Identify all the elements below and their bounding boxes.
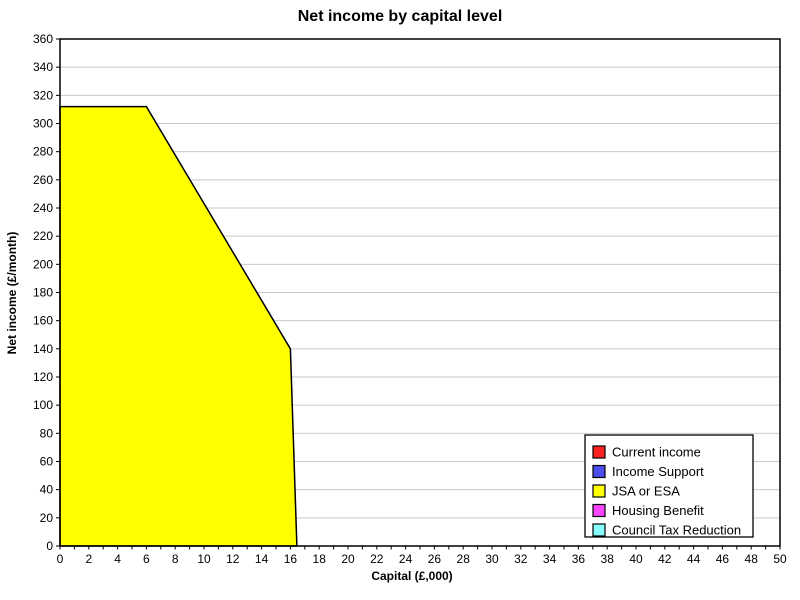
legend-swatch-current-income: [592, 445, 606, 459]
x-tick-label: 2: [85, 552, 92, 566]
x-tick-label: 20: [341, 552, 355, 566]
y-axis: 0 20 40 60 80 100 120 140 160 180 200 220 240 260 280 3…: [33, 32, 60, 553]
y-tick-label: 360: [33, 32, 53, 46]
x-tick-label: 42: [658, 552, 672, 566]
x-tick-label: 26: [428, 552, 442, 566]
series-areas: [59, 105, 298, 547]
legend-swatch-council-tax-reduction: [592, 523, 606, 537]
x-tick-label: 12: [226, 552, 240, 566]
legend-label-council-tax-reduction: Council Tax Reduction: [612, 523, 741, 538]
x-tick-label: 30: [485, 552, 499, 566]
x-tick-label: 48: [745, 552, 759, 566]
legend: Current income Income Support JSA or ESA Ho…: [584, 434, 754, 538]
y-tick-label: 160: [33, 314, 53, 328]
x-tick-label: 0: [57, 552, 64, 566]
y-tick-label: 280: [33, 145, 53, 159]
y-tick-label: 240: [33, 201, 53, 215]
x-tick-label: 18: [313, 552, 327, 566]
legend-box: [584, 434, 754, 538]
x-tick-label: 24: [399, 552, 413, 566]
y-tick-label: 60: [40, 455, 54, 469]
x-tick-label: 14: [255, 552, 269, 566]
x-tick-label: 8: [172, 552, 179, 566]
y-tick-label: 80: [40, 426, 54, 440]
x-tick-label: 46: [716, 552, 730, 566]
y-tick-label: 140: [33, 342, 53, 356]
legend-label-current-income: Current income: [612, 445, 701, 460]
x-tick-label: 10: [197, 552, 211, 566]
x-tick-label: 32: [514, 552, 528, 566]
y-tick-label: 200: [33, 257, 53, 271]
y-tick-label: 120: [33, 370, 53, 384]
x-tick-label: 40: [629, 552, 643, 566]
y-tick-label: 20: [40, 511, 54, 525]
x-tick-label: 38: [601, 552, 615, 566]
x-axis-title: Capital (£,000): [371, 569, 452, 583]
x-tick-label: 50: [773, 552, 787, 566]
chart-title: Net income by capital level: [298, 8, 503, 25]
y-tick-label: 100: [33, 398, 53, 412]
y-tick-label: 180: [33, 286, 53, 300]
x-tick-label: 36: [572, 552, 586, 566]
y-tick-label: 340: [33, 60, 53, 74]
y-axis-title: Net income (£/month): [5, 232, 19, 355]
legend-swatch-jsa-or-esa: [592, 484, 606, 498]
y-tick-label: 320: [33, 88, 53, 102]
x-tick-label: 28: [457, 552, 471, 566]
area-jsa-or-esa: [59, 105, 298, 547]
legend-label-jsa-or-esa: JSA or ESA: [612, 484, 680, 499]
legend-swatch-income-support: [592, 464, 606, 479]
x-tick-label: 4: [114, 552, 121, 566]
x-tick-label: 6: [143, 552, 150, 566]
legend-swatch-housing-benefit: [592, 503, 606, 518]
x-axis: 0 2 4 6 8 10 12 14 16 18 20 22 24 26 28 30 32 34 36 38 40 42 4…: [57, 546, 787, 566]
y-tick-label: 40: [40, 483, 54, 497]
legend-label-housing-benefit: Housing Benefit: [612, 503, 704, 518]
x-tick-label: 34: [543, 552, 557, 566]
y-tick-label: 260: [33, 173, 53, 187]
x-tick-label: 44: [687, 552, 701, 566]
y-tick-label: 0: [46, 539, 53, 553]
y-tick-label: 220: [33, 229, 53, 243]
x-tick-label: 16: [284, 552, 298, 566]
legend-label-income-support: Income Support: [612, 464, 704, 479]
x-tick-label: 22: [370, 552, 384, 566]
y-tick-label: 300: [33, 117, 53, 131]
